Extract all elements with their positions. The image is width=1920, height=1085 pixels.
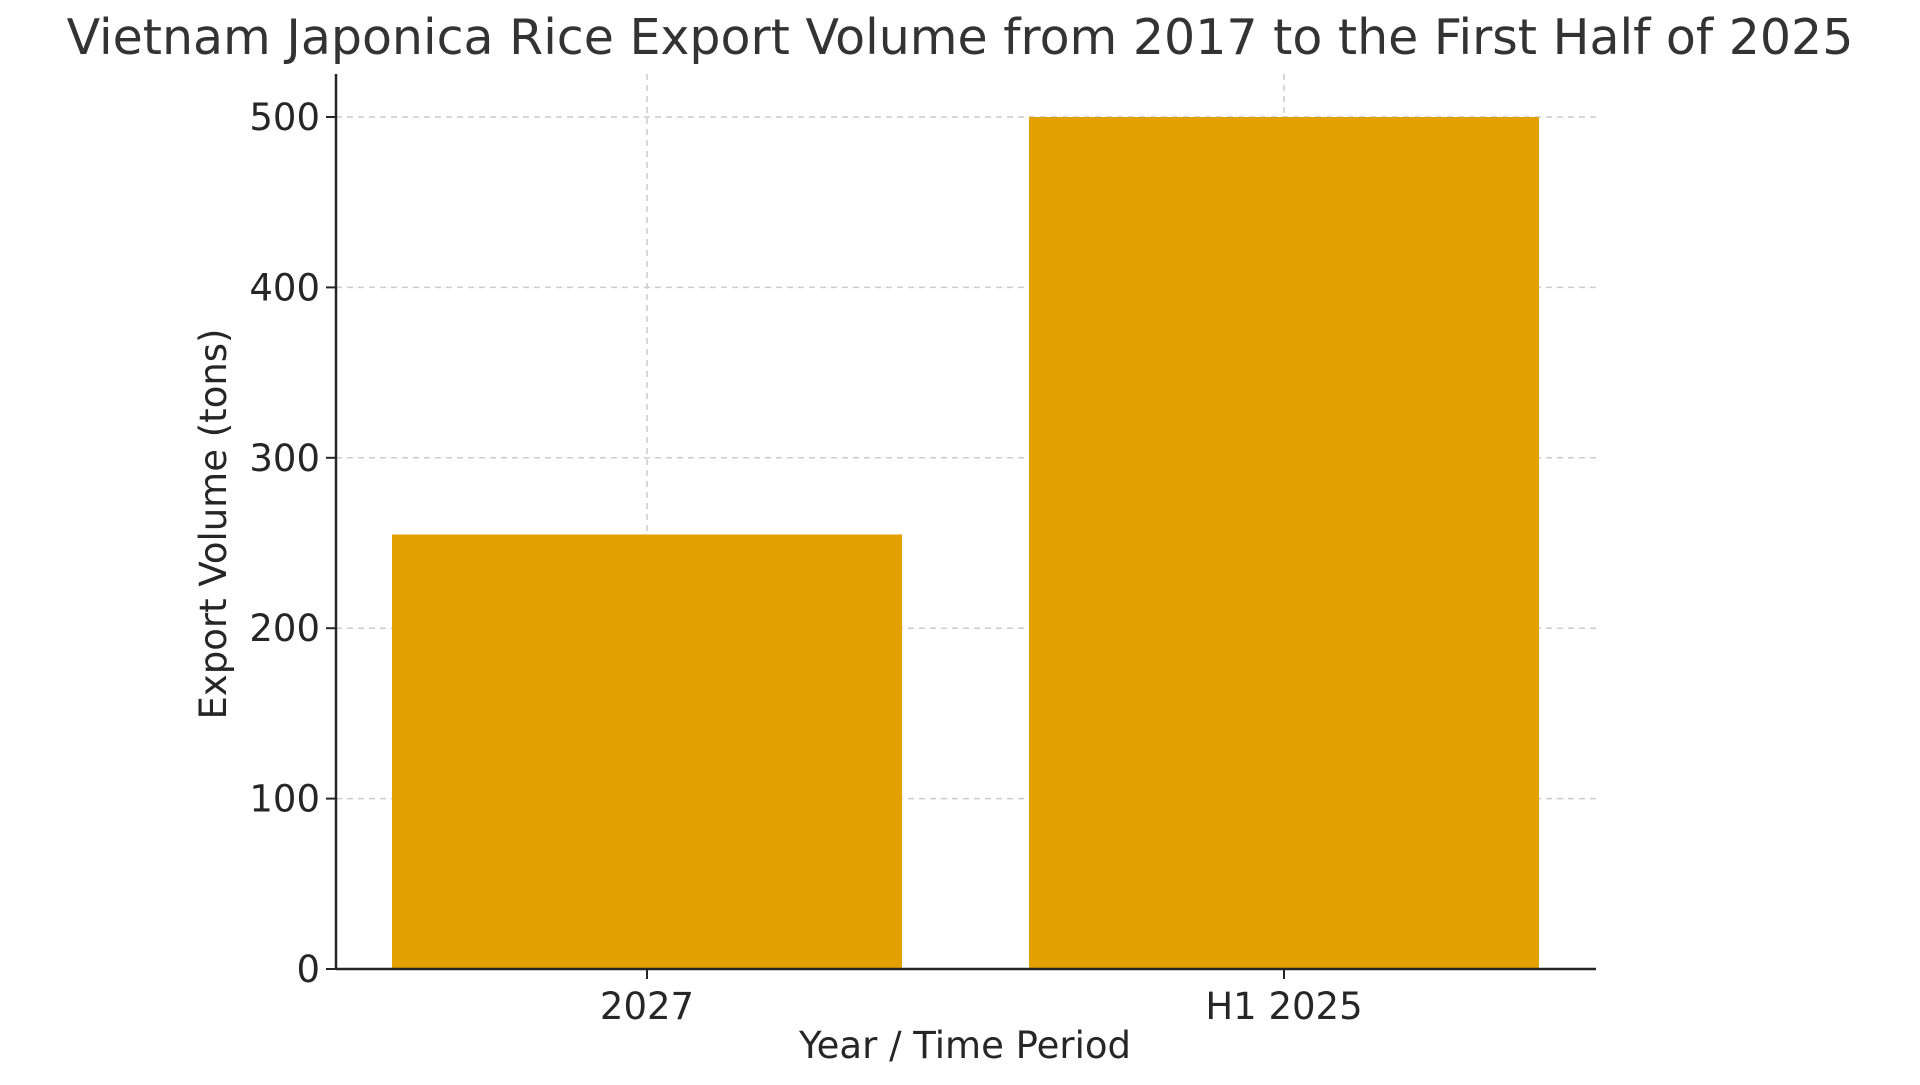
- y-axis-label: Export Volume (tons): [192, 329, 235, 720]
- bars-layer: [392, 117, 1539, 969]
- y-tick-label: 500: [249, 96, 320, 139]
- axes-layer: [334, 74, 1596, 971]
- y-tick-label: 0: [296, 948, 320, 991]
- y-tick-label: 100: [249, 778, 320, 821]
- x-tick-label: H1 2025: [1205, 985, 1362, 1028]
- y-tick-label: 200: [249, 607, 320, 650]
- ticks-layer: 0 100 200 300 400 500 2027 H1 2025: [249, 96, 1362, 1028]
- chart-title: Vietnam Japonica Rice Export Volume from…: [67, 9, 1854, 66]
- y-tick-label: 400: [249, 266, 320, 309]
- x-axis-label: Year / Time Period: [798, 1024, 1131, 1067]
- bar: [1029, 117, 1539, 969]
- bar: [392, 534, 902, 969]
- y-tick-label: 300: [249, 437, 320, 480]
- x-tick-label: 2027: [600, 985, 694, 1028]
